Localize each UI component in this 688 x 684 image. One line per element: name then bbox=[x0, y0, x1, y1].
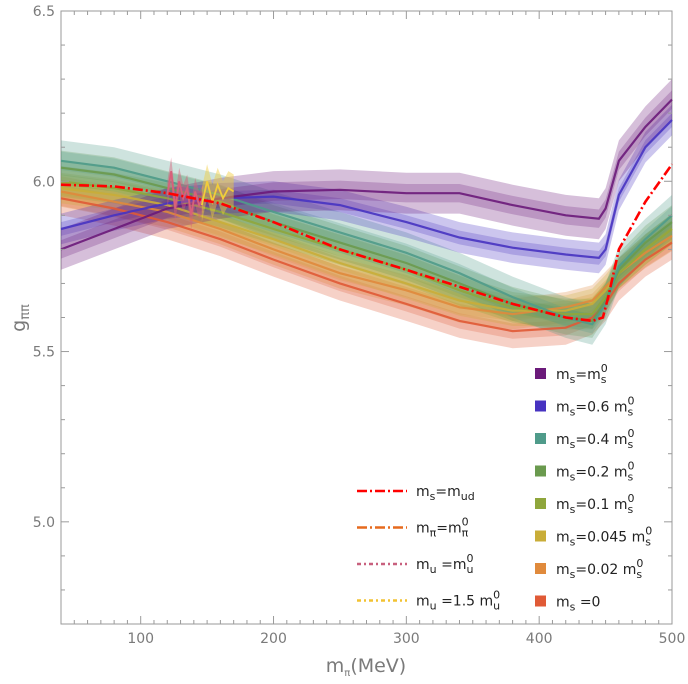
wiggle-line-mu=mu0 band bbox=[166, 170, 204, 216]
wiggle-mu=1.5mu0 band bbox=[201, 164, 234, 223]
center-lines-group bbox=[60, 98, 674, 333]
legend-label: ms=m0 s bbox=[556, 362, 608, 386]
legend-label: mu =1.5 m0 u bbox=[416, 589, 500, 613]
bands-group bbox=[61, 79, 672, 349]
y-tick-label: 5.5 bbox=[33, 345, 55, 361]
band-inner-ms=0.02ms0 bbox=[61, 184, 672, 321]
x-tick-label: 300 bbox=[393, 631, 420, 647]
line-ms=0 bbox=[60, 197, 673, 333]
x-tick-label: 200 bbox=[260, 631, 287, 647]
band-ms=ms0 bbox=[61, 79, 672, 270]
y-tick-label: 5.0 bbox=[33, 515, 55, 531]
line-ms=0.4ms0 bbox=[60, 159, 673, 326]
y-tick-label: 6.5 bbox=[33, 4, 55, 20]
legend-label: ms=mud bbox=[416, 484, 475, 503]
legend-label: ms=0.1 m0 s bbox=[556, 492, 634, 516]
legend-label: ms =0 bbox=[556, 595, 600, 614]
legend-label: mu =m0 u bbox=[416, 552, 473, 576]
line-ms=0.6ms0 bbox=[60, 119, 673, 260]
legend-swatch bbox=[535, 400, 546, 412]
legend-swatch bbox=[535, 563, 546, 574]
legend-right: ms=m0 s ms=0.6 m0 s ms=0.4 m0 s ms=0.2 m0 s ms=0… bbox=[535, 362, 652, 614]
band-ms=0.6ms0 bbox=[61, 104, 672, 274]
x-tick-label: 500 bbox=[659, 631, 686, 647]
legend-swatch bbox=[535, 595, 546, 607]
x-tick-label: 100 bbox=[127, 631, 154, 647]
band-inner-ms=0.045ms0 bbox=[61, 181, 672, 318]
legend-label: mπ=m0 π bbox=[416, 516, 469, 540]
band-ms=0.02ms0 bbox=[61, 176, 672, 330]
legend-label: ms=0.6 m0 s bbox=[556, 395, 634, 419]
legend-swatch bbox=[535, 368, 546, 379]
x-axis-title: mπ(MeV) bbox=[326, 655, 406, 679]
band-ms=0.4ms0 bbox=[61, 140, 672, 345]
legend-label: ms=0.4 m0 s bbox=[556, 427, 634, 451]
band-inner-ms=0.2ms0 bbox=[61, 160, 672, 329]
wiggle-line-mu=1.5mu0 band bbox=[200, 181, 235, 206]
legend-label: ms=0.2 m0 s bbox=[556, 460, 634, 484]
band-ms=0 bbox=[61, 181, 672, 349]
legend-swatch bbox=[535, 433, 546, 444]
legend-label: ms=0.02 m0 s bbox=[556, 557, 643, 581]
legend-label: ms=0.045 m0 s bbox=[556, 525, 652, 549]
line-ms=ms0 bbox=[60, 98, 673, 251]
line-ms=mud bbox=[60, 163, 674, 323]
x-tick-label: 400 bbox=[526, 631, 553, 647]
legend-swatch bbox=[535, 530, 546, 542]
y-axis-title: gππ bbox=[8, 304, 33, 332]
band-ms=0.1ms0 bbox=[61, 166, 672, 330]
y-tick-label: 6.0 bbox=[33, 174, 55, 190]
legend-left: ms=mud mπ=m0 π mu =m0 u mu =1.5 m0 u bbox=[357, 484, 500, 613]
band-inner-ms=0 bbox=[61, 190, 672, 339]
legend-swatch bbox=[535, 498, 546, 509]
legend-swatch bbox=[535, 465, 546, 477]
ticks-group: 100 200 300 400 500 5.0 5.5 6.0 6.5 bbox=[33, 4, 686, 647]
